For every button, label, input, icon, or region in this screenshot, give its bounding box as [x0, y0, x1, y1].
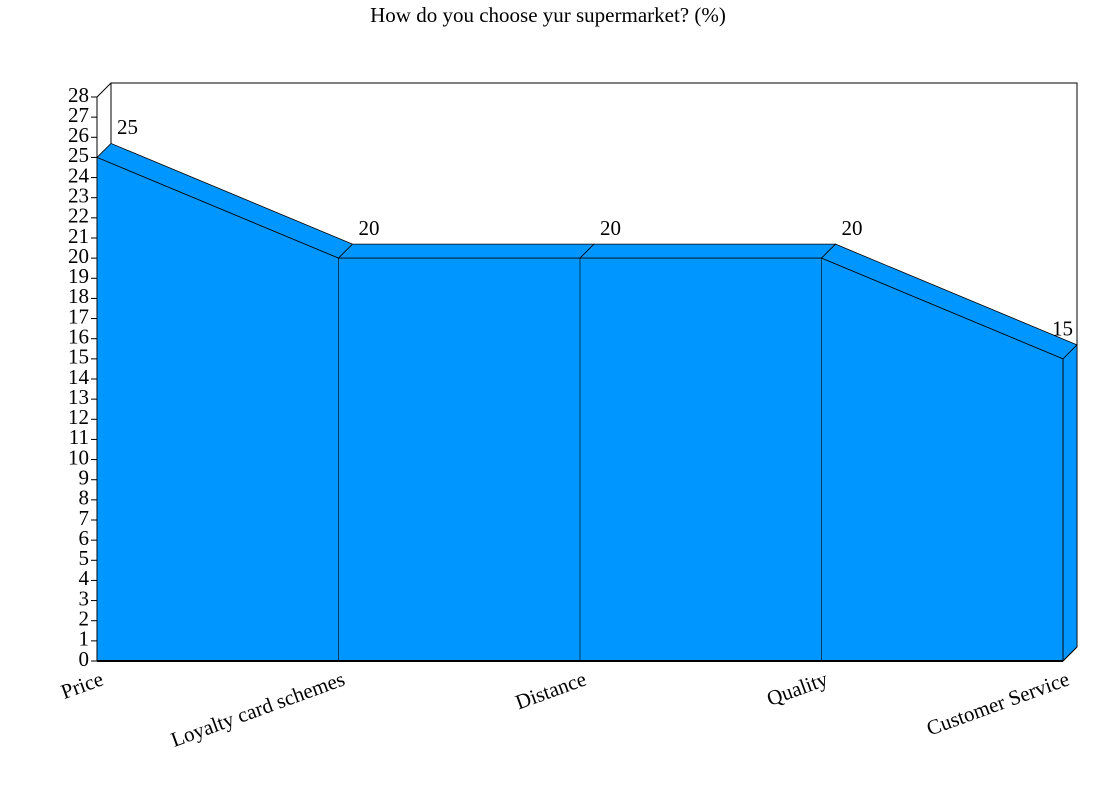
- y-tick-label: 18: [68, 284, 89, 308]
- y-tick-label: 27: [68, 103, 89, 127]
- y-tick-label: 15: [68, 345, 89, 369]
- area-side-face: [1062, 343, 1078, 662]
- x-tick-label: Customer Service: [923, 667, 1072, 741]
- y-tick-label: 22: [68, 204, 89, 228]
- y-tick-label: 1: [79, 627, 90, 651]
- data-label: 20: [600, 216, 621, 240]
- data-label: 15: [1052, 317, 1073, 341]
- y-tick-label: 2: [79, 607, 90, 631]
- y-tick-label: 4: [79, 566, 90, 590]
- y-tick-label: 21: [68, 224, 89, 248]
- data-label: 20: [359, 216, 380, 240]
- y-tick-label: 3: [79, 586, 90, 610]
- area-top-face: [579, 243, 837, 259]
- y-tick-label: 12: [68, 405, 89, 429]
- y-tick-label: 28: [68, 83, 89, 107]
- y-tick-label: 25: [68, 143, 89, 167]
- chart-title: How do you choose yur supermarket? (%): [370, 3, 726, 27]
- y-tick-label: 7: [79, 506, 90, 530]
- x-tick-label: Distance: [512, 667, 589, 715]
- y-tick-label: 5: [79, 546, 90, 570]
- y-tick-label: 20: [68, 244, 89, 268]
- y-tick-label: 6: [79, 526, 90, 550]
- x-tick-label: Loyalty card schemes: [168, 667, 348, 752]
- y-tick-label: 13: [68, 385, 89, 409]
- y-tick-label: 11: [69, 425, 89, 449]
- y-tick-label: 19: [68, 264, 89, 288]
- data-label: 25: [117, 115, 138, 139]
- y-tick-label: 10: [68, 445, 89, 469]
- y-axis-depth: [96, 82, 112, 98]
- x-tick-label: Quality: [763, 667, 831, 711]
- y-tick-label: 8: [79, 486, 90, 510]
- y-tick-label: 23: [68, 184, 89, 208]
- y-tick-label: 0: [79, 647, 90, 671]
- y-tick-label: 9: [79, 466, 90, 490]
- x-axis-depth: [1062, 646, 1078, 662]
- data-label: 20: [842, 216, 863, 240]
- x-tick-label: Price: [58, 667, 107, 704]
- area-top-face: [337, 243, 595, 259]
- y-tick-label: 14: [68, 365, 90, 389]
- y-tick-label: 16: [68, 325, 89, 349]
- y-tick-label: 24: [68, 163, 90, 187]
- y-tick-label: 17: [68, 304, 89, 328]
- y-tick-label: 26: [68, 123, 89, 147]
